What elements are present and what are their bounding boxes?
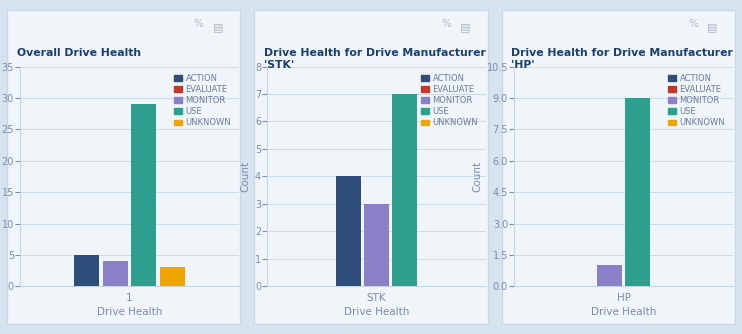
X-axis label: Drive Health: Drive Health — [96, 307, 162, 317]
Legend: ACTION, EVALUATE, MONITOR, USE, UNKNOWN: ACTION, EVALUATE, MONITOR, USE, UNKNOWN — [171, 71, 234, 131]
Y-axis label: Count: Count — [473, 161, 482, 192]
Text: ▤: ▤ — [459, 23, 470, 33]
Bar — [160, 268, 185, 286]
Legend: ACTION, EVALUATE, MONITOR, USE, UNKNOWN: ACTION, EVALUATE, MONITOR, USE, UNKNOWN — [665, 71, 729, 131]
Bar — [102, 261, 128, 286]
Bar — [335, 176, 361, 286]
X-axis label: Drive Health: Drive Health — [591, 307, 656, 317]
Legend: ACTION, EVALUATE, MONITOR, USE, UNKNOWN: ACTION, EVALUATE, MONITOR, USE, UNKNOWN — [418, 71, 482, 131]
Bar — [626, 98, 650, 286]
Text: ▤: ▤ — [212, 23, 223, 33]
Text: %: % — [441, 19, 451, 29]
Text: %: % — [688, 19, 697, 29]
Text: ▤: ▤ — [706, 23, 717, 33]
Text: Drive Health for Drive Manufacturer
'HP': Drive Health for Drive Manufacturer 'HP' — [510, 48, 732, 70]
Bar — [131, 104, 156, 286]
Bar — [364, 204, 389, 286]
Text: Drive Health for Drive Manufacturer
'STK': Drive Health for Drive Manufacturer 'STK… — [264, 48, 486, 70]
Bar — [393, 94, 417, 286]
Y-axis label: Count: Count — [240, 161, 251, 192]
Bar — [74, 255, 99, 286]
X-axis label: Drive Health: Drive Health — [344, 307, 409, 317]
Text: Overall Drive Health: Overall Drive Health — [17, 48, 141, 58]
Bar — [597, 266, 622, 286]
Text: %: % — [194, 19, 204, 29]
